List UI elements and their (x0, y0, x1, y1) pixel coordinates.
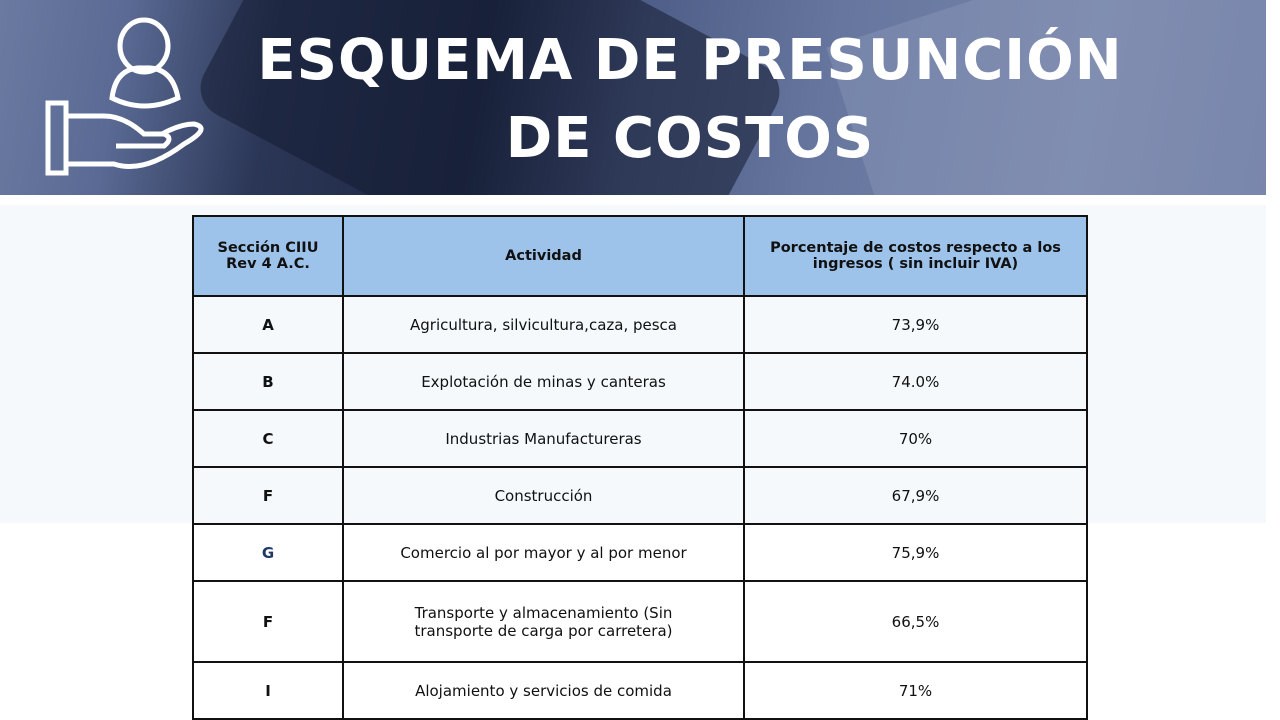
activity-cell: Construcción (342, 466, 745, 525)
section-cell: C (192, 409, 344, 468)
percent-cell: 67,9% (743, 466, 1088, 525)
cost-presumption-table: Sección CIIU Rev 4 A.C. Actividad Porcen… (192, 215, 1088, 720)
table-row: C Industrias Manufactureras 70% (192, 409, 1088, 468)
percent-cell: 74.0% (743, 352, 1088, 411)
hand-holding-person-icon (45, 17, 204, 176)
section-cell: A (192, 295, 344, 354)
column-header-section: Sección CIIU Rev 4 A.C. (192, 215, 344, 297)
header-banner: ESQUEMA DE PRESUNCIÓN DE COSTOS (0, 0, 1266, 195)
percent-cell: 66,5% (743, 580, 1088, 663)
page-title: ESQUEMA DE PRESUNCIÓN DE COSTOS (250, 22, 1130, 178)
title-line-1: ESQUEMA DE PRESUNCIÓN (257, 28, 1123, 93)
section-cell: G (192, 523, 344, 582)
table-header-row: Sección CIIU Rev 4 A.C. Actividad Porcen… (192, 215, 1088, 297)
percent-cell: 73,9% (743, 295, 1088, 354)
column-header-percent: Porcentaje de costos respecto a los ingr… (743, 215, 1088, 297)
percent-cell: 70% (743, 409, 1088, 468)
activity-cell: Agricultura, silvicultura,caza, pesca (342, 295, 745, 354)
activity-cell: Transporte y almacenamiento (Sin transpo… (342, 580, 745, 663)
section-cell: B (192, 352, 344, 411)
activity-cell: Industrias Manufactureras (342, 409, 745, 468)
title-line-2: DE COSTOS (505, 106, 875, 171)
table-row: G Comercio al por mayor y al por menor 75,… (192, 523, 1088, 582)
table-row: F Construcción 67,9% (192, 466, 1088, 525)
activity-cell: Explotación de minas y canteras (342, 352, 745, 411)
activity-cell: Comercio al por mayor y al por menor (342, 523, 745, 582)
section-cell: F (192, 466, 344, 525)
section-cell: I (192, 661, 344, 720)
table-row: I Alojamiento y servicios de comida 71% (192, 661, 1088, 720)
column-header-activity: Actividad (342, 215, 745, 297)
table-row: B Explotación de minas y canteras 74.0% (192, 352, 1088, 411)
table-row: F Transporte y almacenamiento (Sin transp… (192, 580, 1088, 663)
section-cell: F (192, 580, 344, 663)
percent-cell: 75,9% (743, 523, 1088, 582)
table-row: A Agricultura, silvicultura,caza, pesca 73… (192, 295, 1088, 354)
activity-cell: Alojamiento y servicios de comida (342, 661, 745, 720)
percent-cell: 71% (743, 661, 1088, 720)
